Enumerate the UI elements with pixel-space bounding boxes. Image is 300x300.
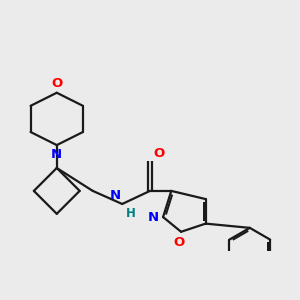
Text: O: O	[153, 147, 164, 160]
Text: N: N	[148, 211, 159, 224]
Text: N: N	[51, 148, 62, 161]
Text: O: O	[174, 236, 185, 249]
Text: N: N	[110, 189, 121, 202]
Text: O: O	[51, 77, 62, 90]
Text: H: H	[126, 207, 136, 220]
